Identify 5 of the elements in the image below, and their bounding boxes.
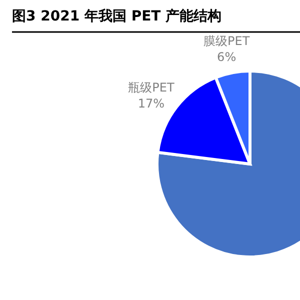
slice-label: 瓶级PET [128,80,175,94]
chart-title: 图3 2021 年我国 PET 产能结构 [12,7,222,24]
data-label: 17% [138,96,165,110]
slice-label: 膜级PET [204,34,250,48]
data-label: 6% [217,50,236,64]
